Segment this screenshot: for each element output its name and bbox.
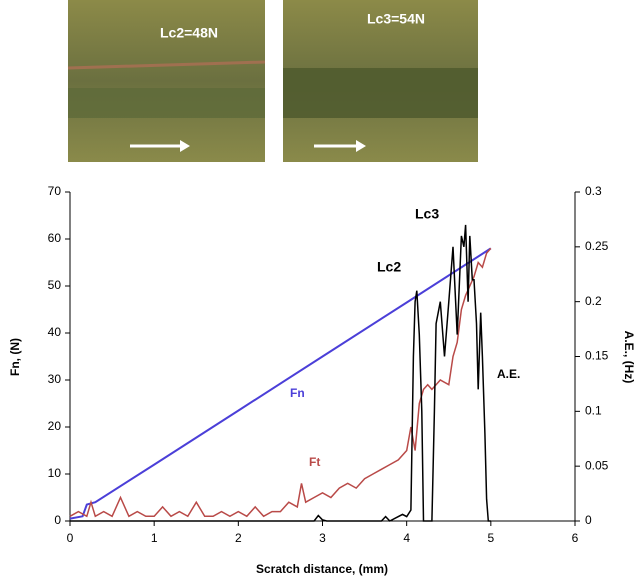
annotation: Ft (309, 455, 320, 469)
y2-tick-label: 0.1 (585, 404, 602, 418)
annotation: Lc2 (377, 259, 401, 275)
x-tick-label: 3 (319, 531, 326, 545)
micrograph: Lc2=48N (67, 0, 266, 162)
y2-tick-label: 0.3 (585, 184, 602, 198)
y-tick-label: 50 (48, 278, 62, 292)
y2-tick-label: 0.05 (585, 458, 609, 472)
annotation: A.E. (497, 367, 520, 381)
x-tick-label: 0 (67, 531, 74, 545)
y-tick-label: 0 (54, 513, 61, 527)
series-line (69, 247, 492, 518)
x-tick-label: 5 (487, 531, 494, 545)
series-line (69, 247, 492, 520)
y2-axis-label: A.E., (Hz) (622, 331, 636, 384)
y-tick-label: 70 (48, 184, 62, 198)
y-tick-label: 20 (48, 419, 62, 433)
x-tick-label: 1 (151, 531, 158, 545)
y2-tick-label: 0 (585, 513, 592, 527)
y-tick-label: 40 (48, 325, 62, 339)
x-tick-label: 2 (235, 531, 242, 545)
image-label: Lc3=54N (367, 11, 425, 27)
y2-tick-label: 0.2 (585, 294, 602, 308)
y-tick-label: 60 (48, 231, 62, 245)
y2-tick-label: 0.15 (585, 349, 609, 363)
y-tick-label: 30 (48, 372, 62, 386)
x-tick-label: 4 (403, 531, 410, 545)
micrograph: Lc3=54N (283, 0, 478, 162)
image-label: Lc2=48N (160, 25, 218, 41)
series-line (70, 224, 491, 522)
y-axis-label: Fn, (N) (8, 338, 22, 376)
annotation: Lc3 (415, 206, 439, 222)
x-tick-label: 6 (572, 531, 579, 545)
annotation: Fn (290, 386, 305, 400)
y2-tick-label: 0.25 (585, 239, 609, 253)
x-axis-label: Scratch distance, (mm) (256, 562, 388, 576)
y-tick-label: 10 (48, 466, 62, 480)
